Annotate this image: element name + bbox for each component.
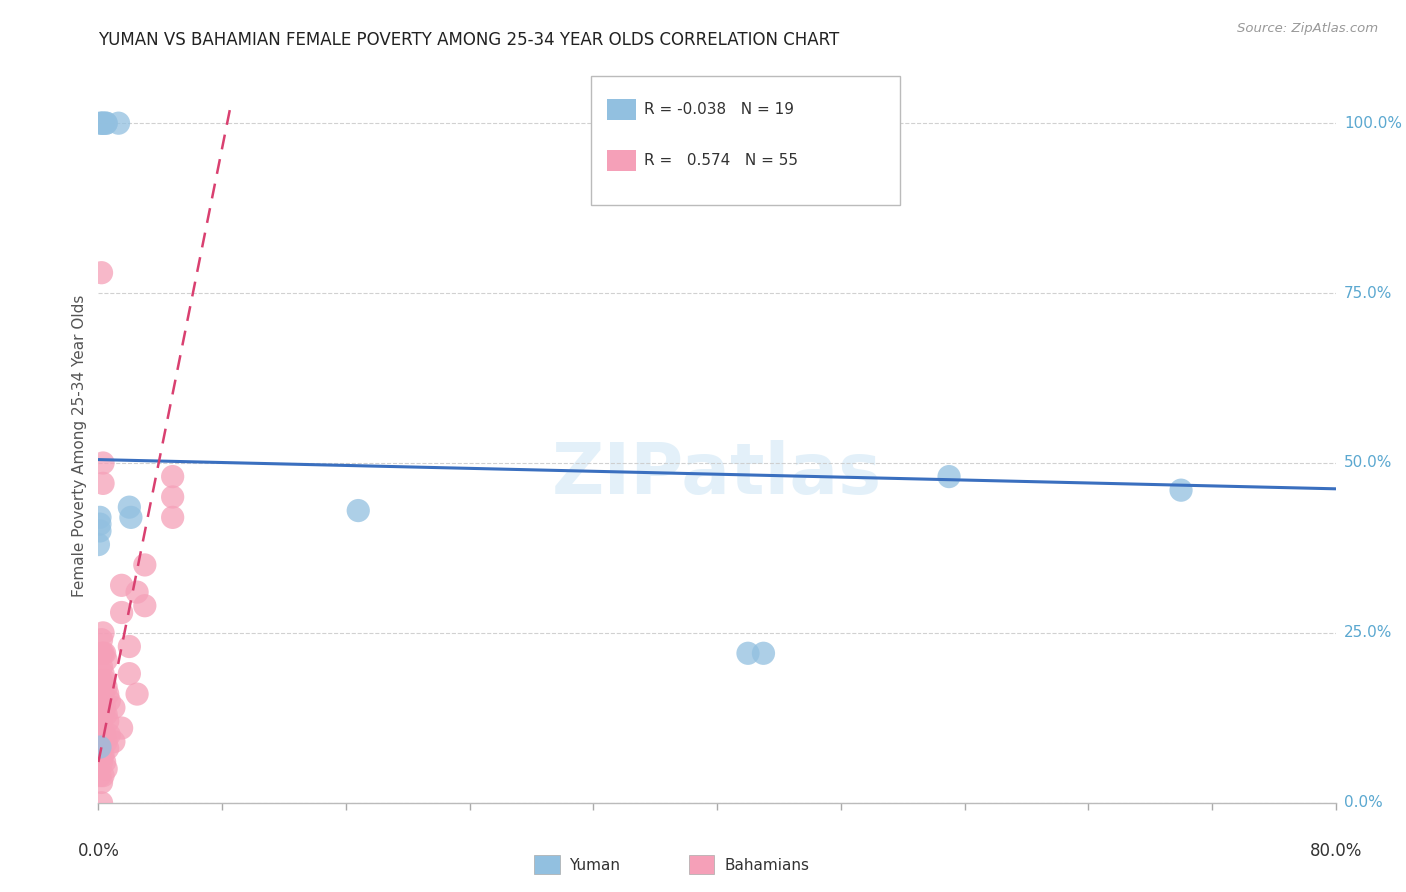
Point: [120, 510, 142, 524]
Point: [96, 734, 118, 748]
Text: 100.0%: 100.0%: [1344, 116, 1402, 131]
Point: [91, 666, 114, 681]
Point: [89, 740, 111, 755]
Point: [91, 769, 114, 783]
Point: [111, 721, 132, 735]
Point: [737, 646, 759, 660]
Point: [89, 769, 111, 783]
Point: [938, 469, 960, 483]
Point: [90, 266, 112, 280]
Text: R =   0.574   N = 55: R = 0.574 N = 55: [644, 153, 799, 168]
Point: [98, 728, 121, 742]
Point: [87, 537, 110, 551]
Point: [118, 640, 141, 654]
Point: [93, 646, 115, 660]
Point: [91, 687, 114, 701]
Text: Bahamians: Bahamians: [724, 858, 808, 872]
Text: Yuman: Yuman: [569, 858, 620, 872]
Point: [96, 116, 118, 130]
Point: [90, 796, 112, 810]
Point: [96, 653, 118, 667]
Point: [89, 728, 111, 742]
Point: [91, 707, 114, 722]
Point: [103, 700, 125, 714]
Point: [118, 500, 141, 515]
Point: [91, 646, 114, 660]
Point: [107, 116, 129, 130]
Point: [89, 517, 111, 532]
Point: [93, 755, 115, 769]
Point: [89, 748, 111, 763]
Text: ZIPatlas: ZIPatlas: [553, 440, 882, 509]
Point: [162, 490, 184, 504]
Point: [91, 116, 114, 130]
Point: [90, 673, 112, 688]
Text: R = -0.038   N = 19: R = -0.038 N = 19: [644, 103, 794, 117]
Point: [90, 714, 112, 729]
Point: [96, 680, 118, 694]
Point: [97, 687, 120, 701]
Point: [89, 116, 111, 130]
Point: [91, 728, 114, 742]
Point: [91, 748, 114, 763]
Text: YUMAN VS BAHAMIAN FEMALE POVERTY AMONG 25-34 YEAR OLDS CORRELATION CHART: YUMAN VS BAHAMIAN FEMALE POVERTY AMONG 2…: [98, 31, 839, 49]
Text: 25.0%: 25.0%: [1344, 625, 1392, 640]
Point: [93, 728, 115, 742]
Text: 0.0%: 0.0%: [1344, 796, 1382, 810]
Point: [90, 775, 112, 789]
Point: [91, 116, 114, 130]
Point: [89, 673, 111, 688]
Point: [97, 741, 120, 756]
Point: [118, 666, 141, 681]
Point: [96, 762, 118, 776]
Point: [127, 585, 149, 599]
Point: [96, 707, 118, 722]
Point: [752, 646, 775, 660]
Text: 80.0%: 80.0%: [1309, 842, 1362, 860]
Point: [111, 578, 132, 592]
Point: [90, 694, 112, 708]
Point: [127, 687, 149, 701]
Point: [89, 524, 111, 538]
Point: [90, 660, 112, 674]
Point: [162, 469, 184, 483]
Point: [98, 694, 121, 708]
Point: [134, 558, 156, 572]
Text: 0.0%: 0.0%: [77, 842, 120, 860]
Point: [90, 116, 112, 130]
Point: [90, 632, 112, 647]
Point: [93, 700, 115, 714]
Point: [93, 673, 115, 688]
Point: [91, 626, 114, 640]
Text: 50.0%: 50.0%: [1344, 456, 1392, 470]
Point: [91, 456, 114, 470]
Point: [90, 755, 112, 769]
Point: [134, 599, 156, 613]
Point: [89, 510, 111, 524]
Text: Source: ZipAtlas.com: Source: ZipAtlas.com: [1237, 22, 1378, 36]
Point: [97, 714, 120, 729]
Text: 75.0%: 75.0%: [1344, 285, 1392, 301]
Point: [1170, 483, 1192, 498]
Point: [162, 510, 184, 524]
Point: [111, 606, 132, 620]
Y-axis label: Female Poverty Among 25-34 Year Olds: Female Poverty Among 25-34 Year Olds: [72, 295, 87, 597]
Point: [89, 700, 111, 714]
Point: [96, 116, 118, 130]
Point: [90, 734, 112, 748]
Point: [347, 503, 370, 517]
Point: [90, 646, 112, 660]
Point: [91, 476, 114, 491]
Point: [103, 734, 125, 748]
